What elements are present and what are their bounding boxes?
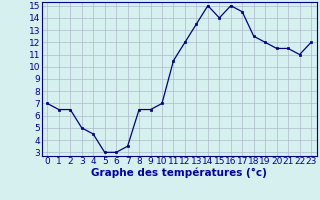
X-axis label: Graphe des températures (°c): Graphe des températures (°c) [91, 168, 267, 178]
